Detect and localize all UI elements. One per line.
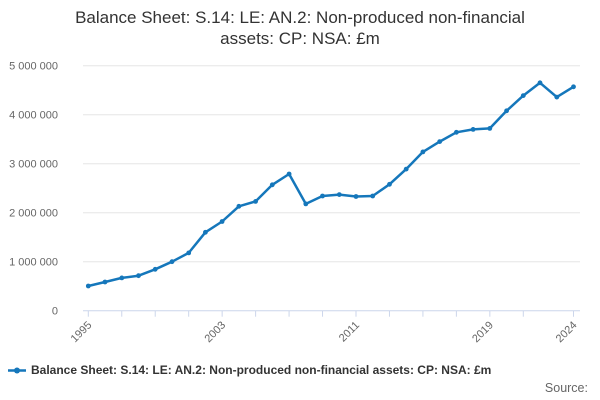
legend-item[interactable]: Balance Sheet: S.14: LE: AN.2: Non-produ… — [8, 363, 596, 377]
data-point-marker — [487, 125, 493, 131]
data-point-marker — [253, 199, 258, 204]
data-point-marker — [303, 201, 309, 207]
x-axis-tick-label: 1995 — [69, 319, 95, 345]
x-axis-tick-label: 2003 — [202, 319, 228, 345]
data-point-marker — [119, 275, 125, 281]
source-caption: Source: — [544, 381, 588, 395]
data-point-marker — [320, 193, 325, 199]
legend-label: Balance Sheet: S.14: LE: AN.2: Non-produ… — [31, 363, 492, 377]
x-axis-tick-label: 2019 — [470, 319, 496, 345]
y-axis-tick-label: 5 000 000 — [9, 61, 58, 73]
data-point-marker — [336, 192, 342, 198]
data-point-marker — [269, 182, 275, 188]
data-point-marker — [219, 219, 225, 224]
y-axis-tick-label: 0 — [52, 306, 58, 318]
chart-title-line2: assets: CP: NSA: £m — [220, 29, 380, 48]
y-axis-tick-label: 3 000 000 — [9, 159, 58, 171]
data-point-marker — [203, 229, 208, 235]
data-point-marker — [370, 193, 376, 199]
data-point-marker — [420, 149, 426, 155]
data-point-marker — [571, 84, 576, 90]
data-point-marker — [403, 166, 409, 172]
data-point-marker — [537, 80, 543, 86]
data-point-marker — [454, 129, 459, 135]
data-series-line — [87, 81, 575, 288]
data-point-marker — [169, 259, 175, 265]
data-point-marker — [136, 273, 141, 279]
y-axis-tick-label: 1 000 000 — [9, 257, 58, 269]
data-point-marker — [236, 203, 242, 209]
chart-title: Balance Sheet: S.14: LE: AN.2: Non-produ… — [30, 7, 570, 49]
y-axis-tick-label: 4 000 000 — [9, 110, 58, 122]
data-point-marker — [102, 279, 108, 285]
y-axis-tick-label: 2 000 000 — [9, 208, 58, 220]
data-point-marker — [437, 139, 443, 145]
data-point-marker — [152, 266, 158, 272]
x-axis-tick-label: 2024 — [554, 319, 580, 345]
line-chart-plot: 0 1 000 000 2 000 000 3 000 000 4 000 000 5 0… — [9, 61, 580, 345]
data-point-marker — [186, 250, 192, 256]
data-point-marker — [470, 126, 476, 132]
legend-line-marker-icon — [8, 367, 26, 373]
data-point-marker — [353, 194, 359, 199]
data-point-marker — [520, 93, 526, 98]
data-point-marker — [85, 283, 91, 289]
data-point-marker — [554, 94, 560, 100]
chart-title-line1: Balance Sheet: S.14: LE: AN.2: Non-produ… — [75, 8, 525, 27]
data-point-marker — [504, 108, 509, 114]
data-point-marker — [286, 171, 292, 177]
x-axis-tick-label: 2011 — [337, 319, 362, 344]
data-point-marker — [387, 181, 392, 187]
